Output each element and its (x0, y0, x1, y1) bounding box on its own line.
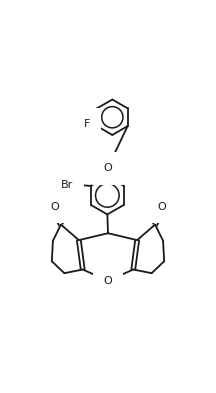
Text: O: O (50, 202, 59, 212)
Text: F: F (83, 119, 90, 129)
Text: Br: Br (60, 180, 73, 190)
Text: O: O (103, 163, 112, 173)
Text: O: O (104, 276, 112, 286)
Text: O: O (157, 202, 166, 212)
